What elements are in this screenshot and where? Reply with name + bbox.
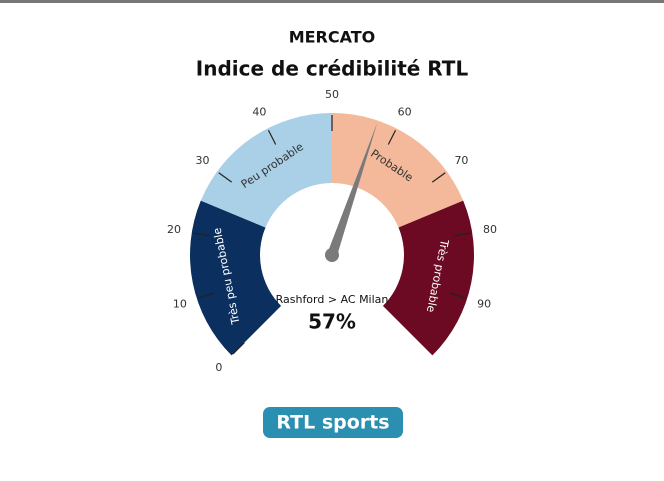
- tick-mark: [198, 292, 215, 299]
- needle: [327, 122, 378, 257]
- tick-mark: [431, 172, 446, 183]
- logo-text: RTL sports: [276, 412, 389, 434]
- tick-mark: [267, 129, 277, 145]
- tick-mark: [387, 129, 397, 145]
- tick-label: 50: [325, 88, 339, 101]
- gauge-band: [190, 200, 282, 356]
- gauge-band: [332, 113, 464, 228]
- gauge-band: [382, 200, 474, 356]
- tick-mark: [218, 172, 233, 183]
- tick-label: 40: [252, 105, 266, 118]
- tick-label: 20: [167, 223, 181, 236]
- kicker: MERCATO: [289, 28, 376, 47]
- tick-label: 10: [173, 297, 187, 310]
- tick-label: 80: [483, 223, 497, 236]
- gauge-value: 57%: [308, 310, 356, 334]
- gauge-band: [200, 113, 332, 228]
- tick-label: 30: [196, 154, 210, 167]
- tick-label: 70: [454, 154, 468, 167]
- tick-label: 60: [398, 105, 412, 118]
- logo-background: [263, 407, 403, 438]
- tick-label: 90: [477, 297, 491, 310]
- tick-mark: [449, 292, 466, 299]
- tick-mark: [193, 232, 210, 237]
- chart-title: Indice de crédibilité RTL: [196, 57, 469, 81]
- tick-mark: [232, 342, 245, 355]
- needle-hub: [325, 248, 339, 262]
- tick-mark: [454, 232, 471, 237]
- top-border: [0, 0, 664, 3]
- logo: RTL sports: [263, 407, 403, 438]
- gauge-label: Rashford > AC Milan: [276, 293, 389, 306]
- tick-label: 0: [215, 361, 222, 374]
